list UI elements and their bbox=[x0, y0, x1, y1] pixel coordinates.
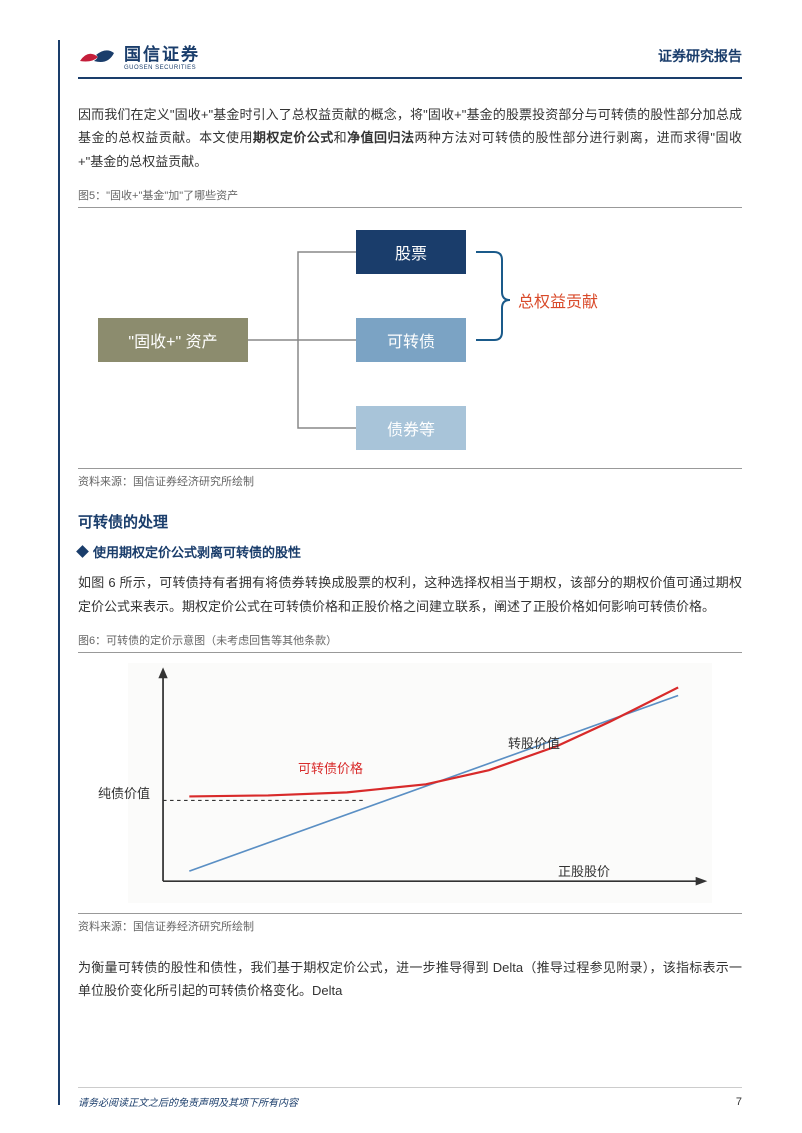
para1-bold2: 净值回归法 bbox=[347, 130, 414, 145]
paragraph-2: 如图 6 所示，可转债持有者拥有将债券转换成股票的权利，这种选择权相当于期权，该… bbox=[78, 571, 742, 618]
fig6-caption: 图6：可转债的定价示意图（未考虑回售等其他条款） bbox=[78, 632, 742, 653]
page-number: 7 bbox=[736, 1096, 742, 1108]
logo-icon bbox=[78, 43, 116, 69]
section-h2-text: 使用期权定价公式剥离可转债的股性 bbox=[93, 542, 301, 561]
fig5-source: 资料来源：国信证券经济研究所绘制 bbox=[78, 468, 742, 489]
section-heading-1: 可转债的处理 bbox=[78, 511, 742, 532]
figure-5-diagram: "固收+" 资产 股票 可转债 债券等 总权益贡献 bbox=[78, 218, 742, 458]
box-fixed-income-plus-asset: "固收+" 资产 bbox=[98, 318, 248, 362]
figure-6-chart: 可转债价格 转股价值 纯债价值 正股股价 bbox=[128, 663, 712, 903]
page-container: 国信证券 GUOSEN SECURITIES 证券研究报告 因而我们在定义"固收… bbox=[0, 0, 802, 1133]
para1-mid: 和 bbox=[334, 130, 347, 145]
label-convertible-price: 可转债价格 bbox=[298, 758, 363, 777]
diamond-bullet-icon bbox=[76, 545, 89, 558]
box-convertible: 可转债 bbox=[356, 318, 466, 362]
label-bond-floor: 纯债价值 bbox=[98, 783, 150, 802]
bracket-label: 总权益贡献 bbox=[518, 288, 598, 312]
page-footer: 请务必阅读正文之后的免责声明及其项下所有内容 7 bbox=[78, 1087, 742, 1109]
report-type: 证券研究报告 bbox=[658, 46, 742, 66]
box-stock: 股票 bbox=[356, 230, 466, 274]
logo-text-en: GUOSEN SECURITIES bbox=[124, 65, 200, 71]
label-xaxis: 正股股价 bbox=[558, 861, 610, 880]
section-heading-2: 使用期权定价公式剥离可转债的股性 bbox=[78, 542, 742, 561]
page-header: 国信证券 GUOSEN SECURITIES 证券研究报告 bbox=[78, 40, 742, 79]
fig6-svg bbox=[128, 663, 712, 903]
label-conversion-value: 转股价值 bbox=[508, 733, 560, 752]
logo-block: 国信证券 GUOSEN SECURITIES bbox=[78, 40, 200, 71]
paragraph-1: 因而我们在定义"固收+"基金时引入了总权益贡献的概念，将"固收+"基金的股票投资… bbox=[78, 103, 742, 173]
logo-text-cn: 国信证券 bbox=[124, 40, 200, 65]
fig5-caption: 图5："固收+"基金"加"了哪些资产 bbox=[78, 187, 742, 208]
fig6-source: 资料来源：国信证券经济研究所绘制 bbox=[78, 913, 742, 934]
box-bond: 债券等 bbox=[356, 406, 466, 450]
para1-bold1: 期权定价公式 bbox=[253, 130, 334, 145]
footer-disclaimer: 请务必阅读正文之后的免责声明及其项下所有内容 bbox=[78, 1094, 298, 1109]
paragraph-3: 为衡量可转债的股性和债性，我们基于期权定价公式，进一步推导得到 Delta（推导… bbox=[78, 956, 742, 1003]
